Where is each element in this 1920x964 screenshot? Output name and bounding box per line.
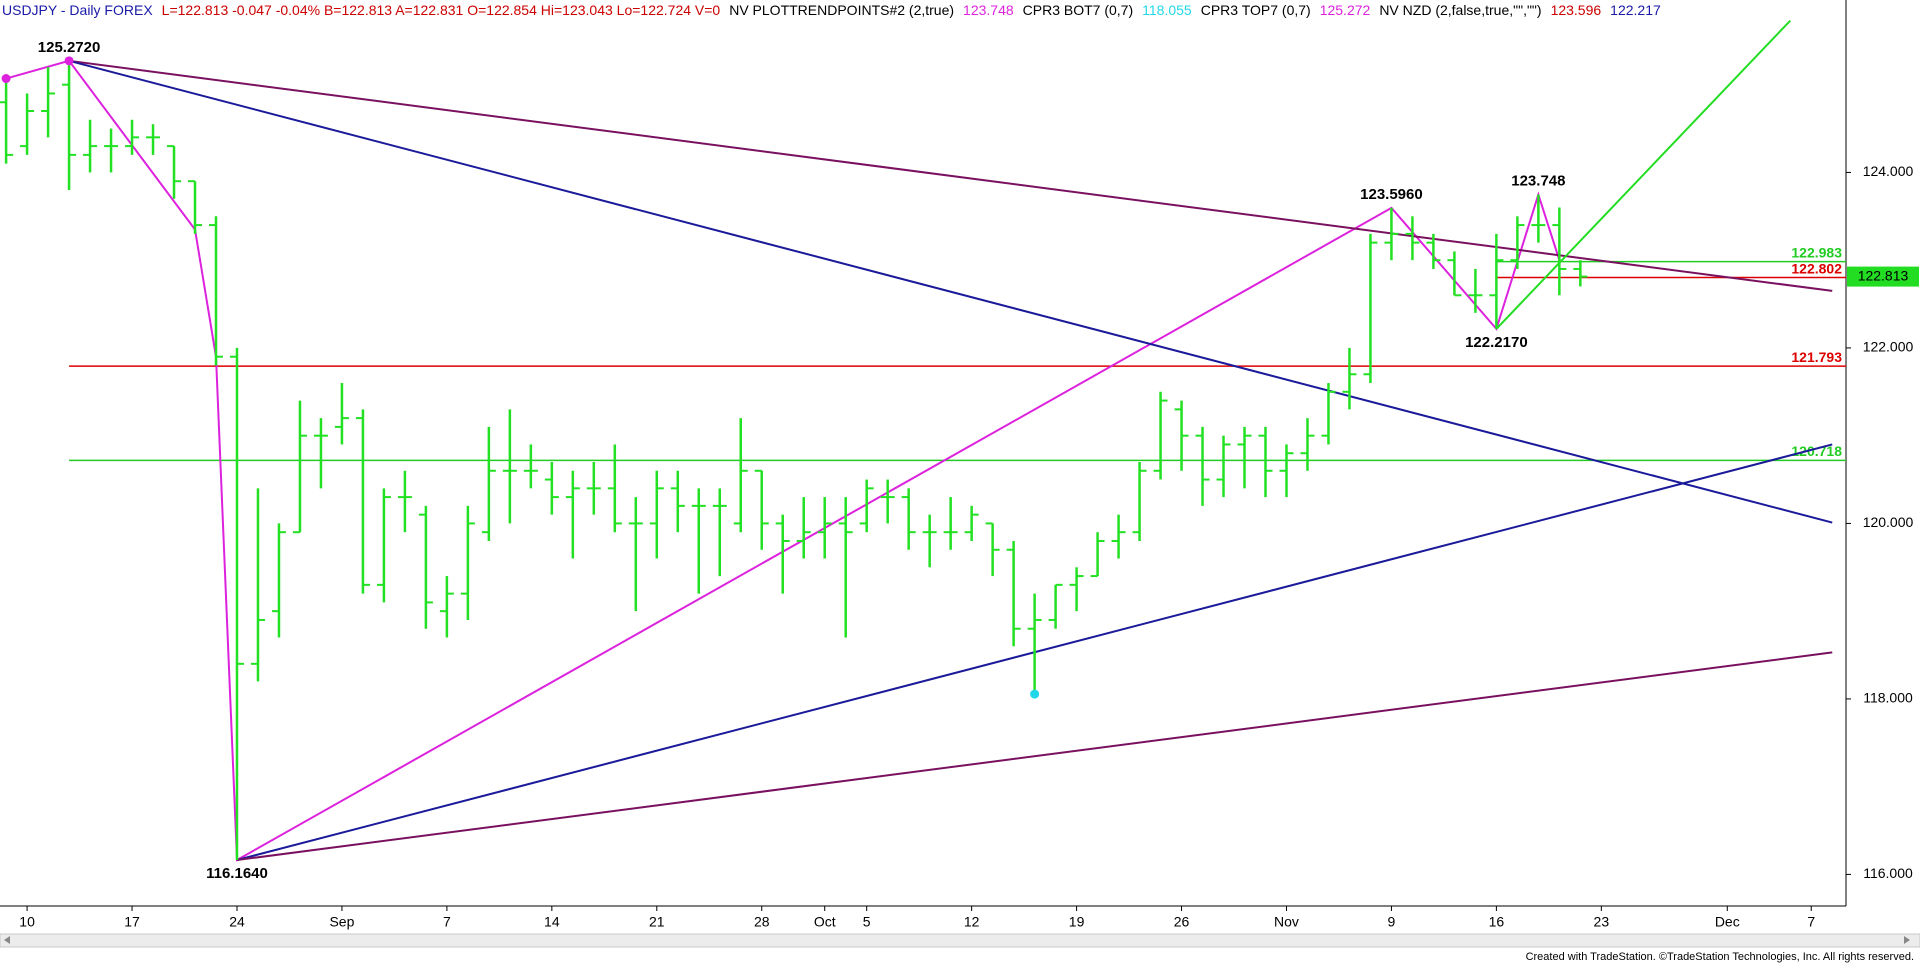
y-tick-label: 124.000 xyxy=(1863,163,1914,179)
header: USDJPY - Daily FOREX L=122.813 -0.047 -0.… xyxy=(2,2,1661,18)
scrollbar[interactable] xyxy=(0,933,1920,948)
header-segment: 125.272 xyxy=(1320,2,1371,18)
header-segment: 123.748 xyxy=(963,2,1014,18)
header-segment: 123.596 xyxy=(1551,2,1602,18)
x-tick-label: Nov xyxy=(1274,914,1299,930)
x-tick-label: 9 xyxy=(1388,914,1396,930)
x-tick-label: 5 xyxy=(863,914,871,930)
y-tick-label: 116.000 xyxy=(1863,865,1913,881)
scroll-right[interactable] xyxy=(1904,936,1910,944)
header-segment: CPR3 BOT7 (0,7) xyxy=(1023,2,1133,18)
level-label: 122.802 xyxy=(1791,260,1842,276)
x-tick-label: 24 xyxy=(229,914,245,930)
header-segment: 118.055 xyxy=(1142,2,1192,18)
pivot-label: 116.1640 xyxy=(206,865,268,882)
header-segment: 122.217 xyxy=(1610,2,1661,18)
x-tick-label: 10 xyxy=(19,914,35,930)
x-tick-label: 23 xyxy=(1594,914,1610,930)
y-tick-label: 120.000 xyxy=(1863,514,1914,530)
level-label: 120.718 xyxy=(1791,443,1842,459)
pivot-label: 122.2170 xyxy=(1465,334,1528,351)
pivot-label: 125.2720 xyxy=(38,39,101,56)
x-tick-label: 16 xyxy=(1489,914,1505,930)
trend-line xyxy=(68,59,1833,524)
header-segment: USDJPY - Daily FOREX xyxy=(2,2,153,18)
x-tick-label: 14 xyxy=(544,914,560,930)
x-tick-label: 19 xyxy=(1069,914,1085,930)
last-price-label: 122.813 xyxy=(1858,267,1909,283)
footer: Created with TradeStation. ©TradeStation… xyxy=(1526,951,1914,963)
pivot-label: 123.5960 xyxy=(1360,186,1423,203)
x-tick-label: 28 xyxy=(754,914,770,930)
last-price-box xyxy=(1847,266,1919,287)
header-segment: L=122.813 -0.047 -0.04% B=122.813 A=122.… xyxy=(162,2,721,18)
pivot-label: 123.748 xyxy=(1511,173,1565,190)
scroll-left[interactable] xyxy=(4,936,10,944)
x-tick-label: Sep xyxy=(329,914,354,930)
trend-line xyxy=(236,651,1833,862)
pivot-marker xyxy=(64,56,74,66)
x-tick-label: 17 xyxy=(124,914,140,930)
trend-line xyxy=(68,59,1833,292)
x-tick-label: 26 xyxy=(1174,914,1190,930)
level-label: 121.793 xyxy=(1791,349,1842,365)
level-label: 122.983 xyxy=(1791,244,1842,260)
x-tick-label: 12 xyxy=(964,914,980,930)
x-tick-label: 7 xyxy=(1807,914,1815,930)
x-tick-label: 7 xyxy=(443,914,451,930)
x-tick-label: Dec xyxy=(1715,914,1740,930)
y-tick-label: 118.000 xyxy=(1863,690,1913,706)
pivot-marker xyxy=(1,74,11,84)
trend-line xyxy=(1495,19,1791,330)
pivot-marker xyxy=(1030,689,1040,699)
header-segment: CPR3 TOP7 (0,7) xyxy=(1201,2,1311,18)
header-segment: NV PLOTTRENDPOINTS#2 (2,true) xyxy=(729,2,954,18)
header-segment: NV NZD (2,false,true,"","") xyxy=(1379,2,1541,18)
y-tick-label: 122.000 xyxy=(1863,339,1914,355)
x-tick-label: 21 xyxy=(649,914,665,930)
x-tick-label: Oct xyxy=(814,914,836,930)
